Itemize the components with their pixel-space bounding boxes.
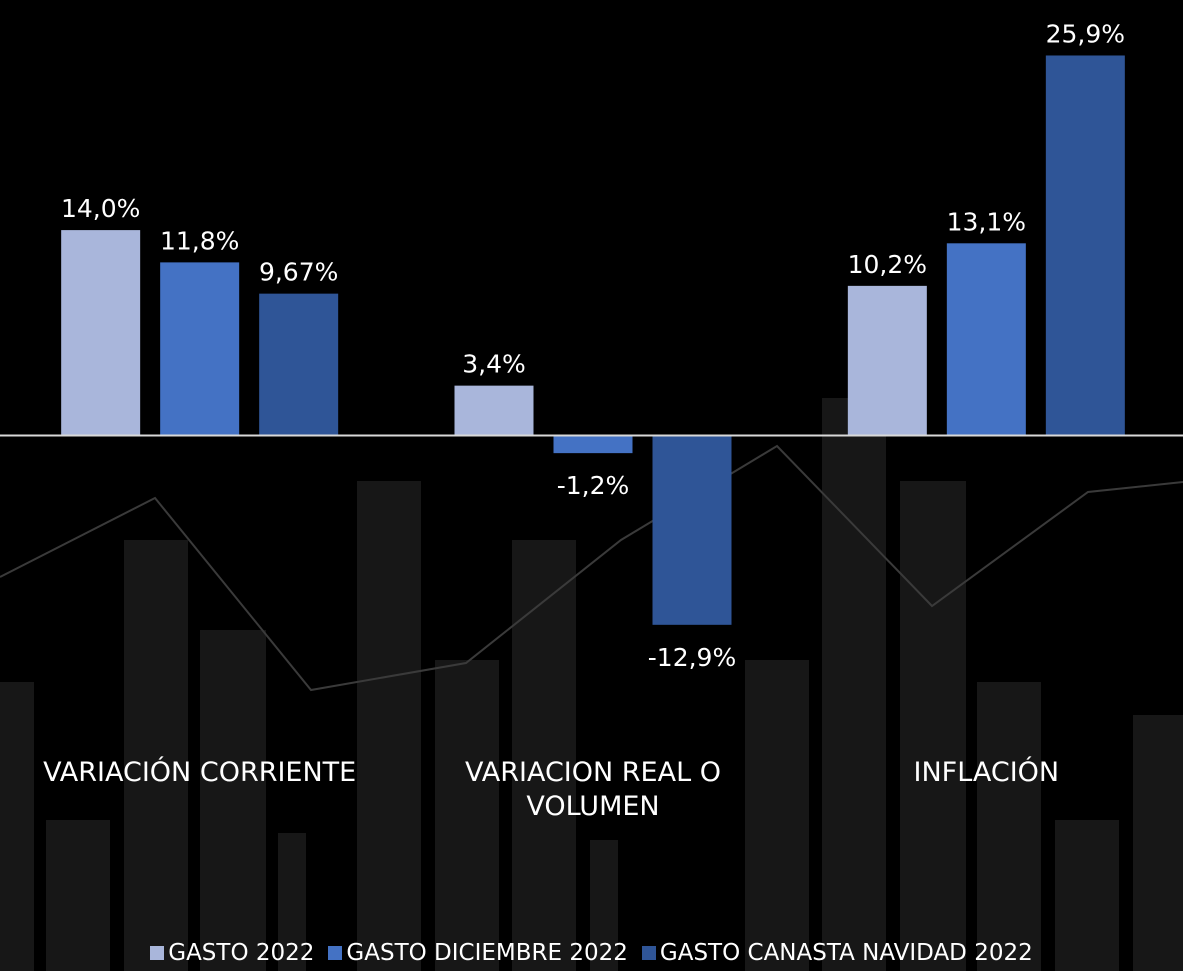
bar bbox=[455, 386, 534, 436]
data-label: 3,4% bbox=[462, 350, 526, 379]
bar bbox=[259, 294, 338, 436]
legend-entry: GASTO 2022 bbox=[150, 940, 314, 966]
category-label: INFLACIÓN bbox=[806, 756, 1166, 790]
page: {"chart_data": {"type": "bar", "categori… bbox=[0, 0, 1183, 971]
data-label: -12,9% bbox=[648, 643, 736, 672]
data-label: 14,0% bbox=[61, 194, 140, 223]
chart: 14,0% 3,4% 10,2% 11,8% -1,2% 13,1% 9,67% -12,9%… bbox=[0, 0, 1183, 971]
legend-label: GASTO CANASTA NAVIDAD 2022 bbox=[660, 940, 1033, 966]
bar bbox=[653, 436, 732, 625]
data-label: 11,8% bbox=[160, 226, 239, 255]
bar bbox=[848, 286, 927, 436]
bar bbox=[160, 262, 239, 435]
bar bbox=[61, 230, 140, 435]
bar bbox=[1046, 55, 1125, 435]
legend-label: GASTO DICIEMBRE 2022 bbox=[346, 940, 627, 966]
category-label: VARIACION REAL O VOLUMEN bbox=[413, 756, 773, 824]
legend: GASTO 2022 GASTO DICIEMBRE 2022 GASTO CANA… bbox=[0, 940, 1183, 966]
legend-swatch bbox=[328, 946, 342, 960]
data-label: 9,67% bbox=[259, 258, 338, 287]
legend-entry: GASTO DICIEMBRE 2022 bbox=[328, 940, 627, 966]
data-label: -1,2% bbox=[557, 471, 630, 500]
data-label: 10,2% bbox=[848, 250, 927, 279]
legend-swatch bbox=[150, 946, 164, 960]
category-label: VARIACIÓN CORRIENTE bbox=[20, 756, 380, 790]
bar bbox=[947, 243, 1026, 435]
legend-swatch bbox=[642, 946, 656, 960]
legend-label: GASTO 2022 bbox=[168, 940, 314, 966]
legend-entry: GASTO CANASTA NAVIDAD 2022 bbox=[642, 940, 1033, 966]
bar bbox=[554, 436, 633, 454]
data-label: 25,9% bbox=[1046, 19, 1125, 48]
data-label: 13,1% bbox=[947, 207, 1026, 236]
